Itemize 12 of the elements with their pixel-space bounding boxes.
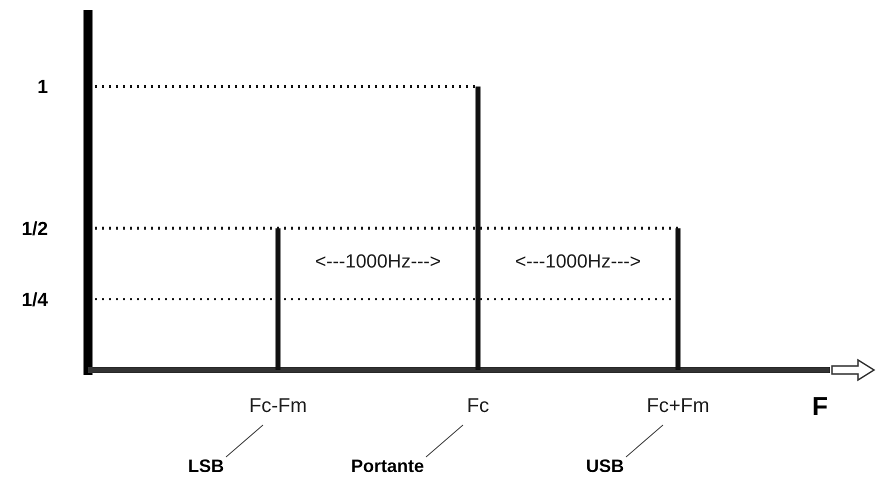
annotation: <---1000Hz---> — [515, 251, 641, 272]
x-tick-label: Fc — [466, 395, 490, 417]
y-tick-label: 1/2 — [22, 218, 48, 240]
text: Portante — [350, 456, 424, 476]
y-tick-label: 1/4 — [22, 290, 48, 311]
x-tick-label: Fc+Fm — [646, 395, 710, 417]
text: USB — [586, 456, 624, 476]
x-tick-label: Fc-Fm — [249, 395, 307, 417]
annotation: <---1000Hz---> — [315, 251, 441, 272]
y-tick-label: 1 — [37, 77, 48, 98]
x-axis-title: F — [812, 391, 828, 421]
text: LSB — [188, 456, 224, 476]
